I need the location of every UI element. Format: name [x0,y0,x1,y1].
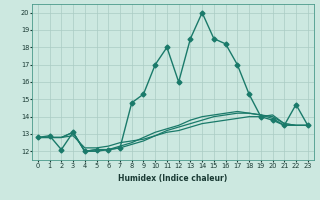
X-axis label: Humidex (Indice chaleur): Humidex (Indice chaleur) [118,174,228,183]
